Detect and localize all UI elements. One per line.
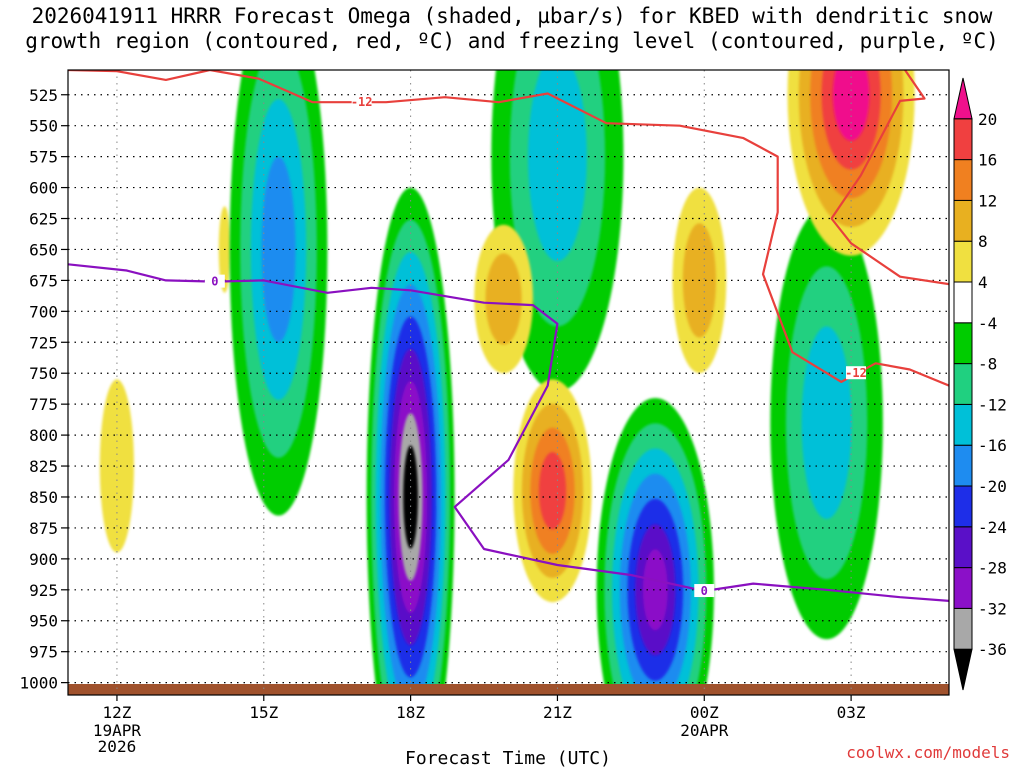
colorbar-swatch bbox=[953, 403, 973, 446]
omega-band bbox=[485, 253, 522, 345]
y-tick-label: 750 bbox=[29, 364, 58, 383]
y-tick-label: 775 bbox=[29, 395, 58, 414]
colorbar-swatch bbox=[953, 322, 973, 365]
omega-band bbox=[99, 379, 134, 553]
colorbar-swatch bbox=[953, 567, 973, 609]
y-tick-label: 850 bbox=[29, 488, 58, 507]
colorbar-swatch bbox=[953, 159, 973, 201]
omega-feature bbox=[596, 398, 714, 695]
colorbar-label: -16 bbox=[978, 436, 1007, 455]
title-line-2: growth region (contoured, red, ºC) and f… bbox=[25, 29, 999, 53]
contour-label: -12 bbox=[351, 95, 373, 109]
omega-band bbox=[801, 326, 852, 519]
chart-title: 2026041911 HRRR Forecast Omega (shaded, … bbox=[0, 4, 1024, 54]
x-tick-sublabel: 2026 bbox=[98, 737, 137, 756]
y-tick-label: 550 bbox=[29, 117, 58, 136]
colorbar-label: -36 bbox=[978, 640, 1007, 659]
colorbar-swatch bbox=[953, 281, 973, 324]
x-tick-sublabel: 19APR bbox=[93, 721, 142, 740]
y-tick-label: 800 bbox=[29, 426, 58, 445]
x-tick-label: 15Z bbox=[249, 703, 278, 722]
y-tick-label: 825 bbox=[29, 457, 58, 476]
colorbar-label: -20 bbox=[978, 477, 1007, 496]
y-tick-label: 675 bbox=[29, 271, 58, 290]
colorbar-label: -24 bbox=[978, 518, 1007, 537]
omega-band bbox=[832, 70, 870, 141]
omega-feature bbox=[229, 70, 328, 516]
colorbar-swatch bbox=[953, 607, 973, 650]
y-tick-label: 875 bbox=[29, 519, 58, 538]
omega-band bbox=[538, 452, 567, 530]
colorbar: -36 -32 -28 -24 -20 -16 -12 -8 -4 4 8 12 16 20 bbox=[953, 77, 1007, 691]
dendritic-minus12-contour-upper bbox=[830, 70, 949, 286]
colorbar-label: 16 bbox=[978, 151, 997, 170]
omega-feature bbox=[99, 379, 134, 553]
contour-label: 0 bbox=[701, 584, 708, 598]
omega-shading bbox=[99, 70, 915, 695]
colorbar-swatch bbox=[953, 199, 973, 242]
omega-band bbox=[261, 156, 296, 343]
omega-feature bbox=[770, 206, 883, 640]
y-tick-label: 700 bbox=[29, 302, 58, 321]
x-tick-label: 03Z bbox=[837, 703, 866, 722]
colorbar-swatch bbox=[953, 118, 973, 161]
y-tick-label: 625 bbox=[29, 210, 58, 229]
y-tick-label: 925 bbox=[29, 581, 58, 600]
dendritic-minus12-contour bbox=[68, 70, 949, 387]
colorbar-label: -8 bbox=[978, 355, 997, 374]
y-tick-label: 600 bbox=[29, 179, 58, 198]
contour-label: 0 bbox=[211, 275, 218, 289]
colorbar-swatch bbox=[953, 444, 973, 487]
colorbar-label: 20 bbox=[978, 110, 997, 129]
terrain-ground bbox=[68, 684, 949, 695]
y-axis: 525 550 575 600 625 650 675 700 725 750 775 800 825 8… bbox=[19, 86, 68, 693]
freezing-level-contour bbox=[68, 263, 949, 602]
omega-band bbox=[528, 70, 587, 262]
credit-link[interactable]: coolwx.com/models bbox=[846, 743, 1010, 762]
y-tick-label: 975 bbox=[29, 643, 58, 662]
omega-feature bbox=[513, 379, 592, 603]
colorbar-swatch bbox=[953, 77, 973, 120]
omega-feature bbox=[474, 224, 533, 374]
title-line-1: 2026041911 HRRR Forecast Omega (shaded, … bbox=[31, 4, 993, 28]
x-tick-label: 00Z bbox=[690, 703, 719, 722]
y-tick-label: 950 bbox=[29, 612, 58, 631]
y-tick-label: 525 bbox=[29, 86, 58, 105]
colorbar-label: -12 bbox=[978, 395, 1007, 414]
contour-label-bg bbox=[351, 95, 372, 109]
colorbar-swatch bbox=[953, 240, 973, 283]
x-tick-label: 18Z bbox=[396, 703, 425, 722]
colorbar-swatch bbox=[953, 485, 973, 528]
y-tick-label: 575 bbox=[29, 148, 58, 167]
colorbar-swatch bbox=[953, 526, 973, 569]
plot-frame bbox=[67, 69, 950, 696]
contours: -12 -12 0 0 bbox=[68, 70, 949, 602]
y-tick-label: 1000 bbox=[19, 674, 58, 693]
contour-label: -12 bbox=[845, 366, 867, 380]
contour-label-bg bbox=[204, 274, 225, 288]
contour-label-bg bbox=[846, 366, 867, 380]
colorbar-label: 4 bbox=[978, 273, 988, 292]
colorbar-swatch bbox=[953, 648, 973, 691]
colorbar-swatch bbox=[953, 363, 973, 405]
omega-feature bbox=[787, 70, 915, 256]
omega-band bbox=[642, 549, 668, 631]
x-axis-title: Forecast Time (UTC) bbox=[405, 748, 611, 768]
colorbar-label: -32 bbox=[978, 599, 1007, 618]
x-tick-sublabel: 20APR bbox=[680, 721, 729, 740]
colorbar-label: -4 bbox=[978, 314, 997, 333]
x-tick-label: 21Z bbox=[543, 703, 572, 722]
colorbar-label: -28 bbox=[978, 559, 1007, 578]
y-tick-label: 650 bbox=[29, 240, 58, 259]
omega-band bbox=[403, 445, 418, 549]
colorbar-label: 12 bbox=[978, 191, 997, 210]
colorbar-label: 8 bbox=[978, 232, 988, 251]
x-tick-label: 12Z bbox=[102, 703, 131, 722]
contour-label-bg bbox=[694, 584, 715, 598]
y-tick-label: 900 bbox=[29, 550, 58, 569]
y-tick-label: 725 bbox=[29, 333, 58, 352]
